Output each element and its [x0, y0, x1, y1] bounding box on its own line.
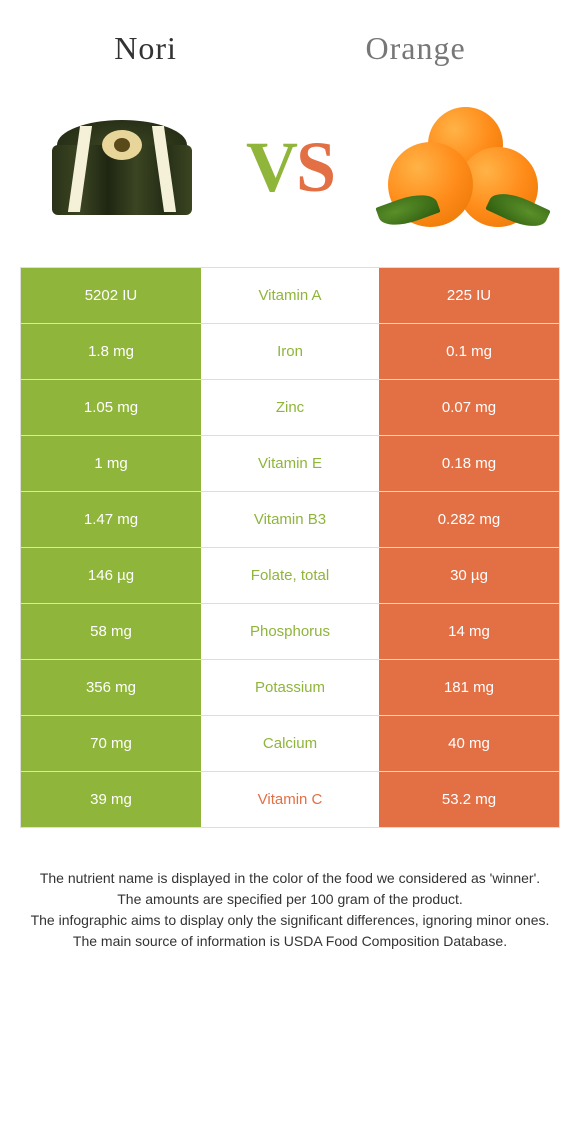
left-value: 356 mg [21, 660, 201, 715]
left-value: 39 mg [21, 772, 201, 827]
left-value: 1.05 mg [21, 380, 201, 435]
left-value: 58 mg [21, 604, 201, 659]
vs-s: S [296, 127, 334, 207]
right-value: 0.07 mg [379, 380, 559, 435]
nutrient-label: Zinc [201, 380, 379, 435]
footnote-line: The amounts are specified per 100 gram o… [30, 889, 550, 910]
infographic-container: Nori Orange VS 5202 [0, 0, 580, 972]
table-row: 1.05 mgZinc0.07 mg [21, 380, 559, 436]
nutrient-label: Folate, total [201, 548, 379, 603]
right-value: 14 mg [379, 604, 559, 659]
table-row: 1.8 mgIron0.1 mg [21, 324, 559, 380]
table-row: 146 µgFolate, total30 µg [21, 548, 559, 604]
nutrient-label: Vitamin E [201, 436, 379, 491]
nutrient-label: Vitamin A [201, 268, 379, 323]
footnotes: The nutrient name is displayed in the co… [0, 828, 580, 972]
right-value: 225 IU [379, 268, 559, 323]
vs-row: VS [0, 87, 580, 267]
table-row: 70 mgCalcium40 mg [21, 716, 559, 772]
title-row: Nori Orange [0, 0, 580, 87]
right-value: 30 µg [379, 548, 559, 603]
left-value: 5202 IU [21, 268, 201, 323]
right-value: 53.2 mg [379, 772, 559, 827]
nutrient-label: Phosphorus [201, 604, 379, 659]
left-value: 70 mg [21, 716, 201, 771]
footnote-line: The nutrient name is displayed in the co… [30, 868, 550, 889]
right-value: 0.18 mg [379, 436, 559, 491]
table-row: 356 mgPotassium181 mg [21, 660, 559, 716]
right-value: 0.1 mg [379, 324, 559, 379]
nutrient-label: Calcium [201, 716, 379, 771]
left-value: 1.47 mg [21, 492, 201, 547]
left-value: 146 µg [21, 548, 201, 603]
vs-v: V [246, 127, 296, 207]
footnote-line: The main source of information is USDA F… [30, 931, 550, 952]
right-food-image [378, 97, 538, 237]
nutrient-label: Potassium [201, 660, 379, 715]
comparison-table: 5202 IUVitamin A225 IU1.8 mgIron0.1 mg1.… [20, 267, 560, 828]
table-row: 5202 IUVitamin A225 IU [21, 268, 559, 324]
table-row: 58 mgPhosphorus14 mg [21, 604, 559, 660]
footnote-line: The infographic aims to display only the… [30, 910, 550, 931]
nori-roll-icon [52, 120, 192, 215]
oranges-icon [378, 97, 538, 237]
left-value: 1.8 mg [21, 324, 201, 379]
nutrient-label: Vitamin B3 [201, 492, 379, 547]
left-value: 1 mg [21, 436, 201, 491]
right-food-title: Orange [366, 30, 466, 67]
right-value: 181 mg [379, 660, 559, 715]
left-food-title: Nori [114, 30, 177, 67]
table-row: 39 mgVitamin C53.2 mg [21, 772, 559, 828]
nutrient-label: Iron [201, 324, 379, 379]
left-food-image [42, 97, 202, 237]
right-value: 0.282 mg [379, 492, 559, 547]
table-row: 1 mgVitamin E0.18 mg [21, 436, 559, 492]
right-value: 40 mg [379, 716, 559, 771]
nutrient-label: Vitamin C [201, 772, 379, 827]
table-row: 1.47 mgVitamin B30.282 mg [21, 492, 559, 548]
vs-label: VS [246, 126, 334, 209]
